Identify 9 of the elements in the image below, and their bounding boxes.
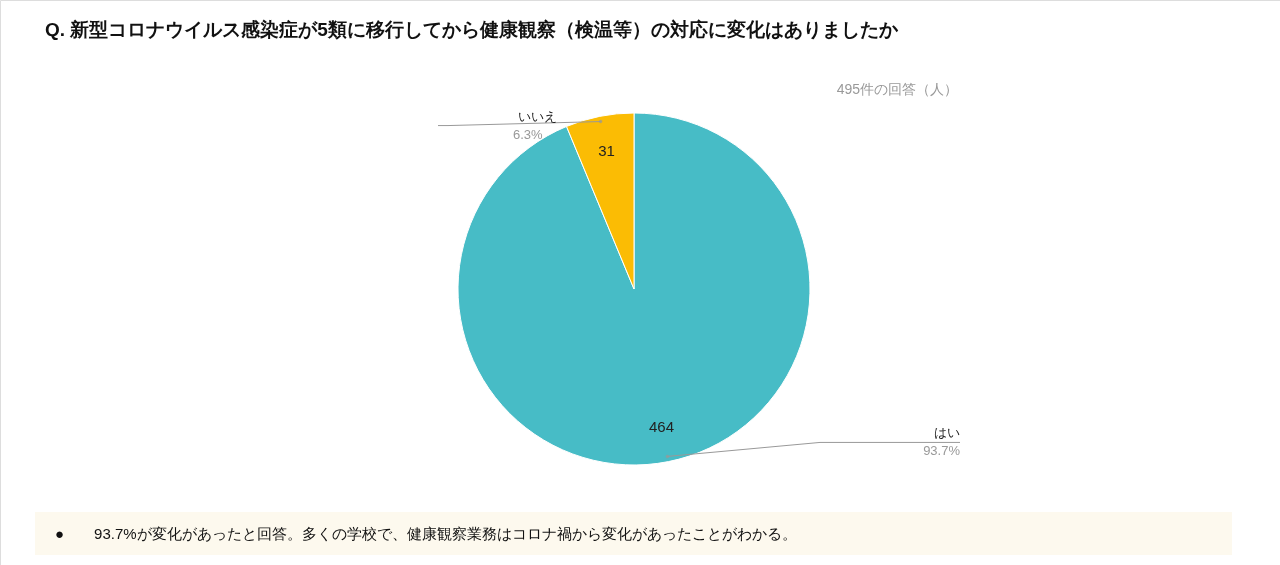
text: 93.7%: [923, 443, 960, 459]
chart-title: Q. 新型コロナウイルス感染症が5類に移行してから健康観察（検温等）の対応に変化はありましたか: [45, 19, 899, 40]
text: 6.3%: [512, 126, 543, 142]
chart-subtitle: 495件の回答（人）: [836, 81, 958, 97]
slice-label: いいえ: [517, 108, 557, 124]
slice-label: はい: [934, 425, 960, 441]
text: ● 93.7%が変化があったと回答。多くの学校で、健康観察業務はコロナ禍から変化があったことがわかる。: [55, 525, 797, 542]
data-label: 464: [649, 418, 675, 436]
data-label: 31: [598, 141, 615, 159]
